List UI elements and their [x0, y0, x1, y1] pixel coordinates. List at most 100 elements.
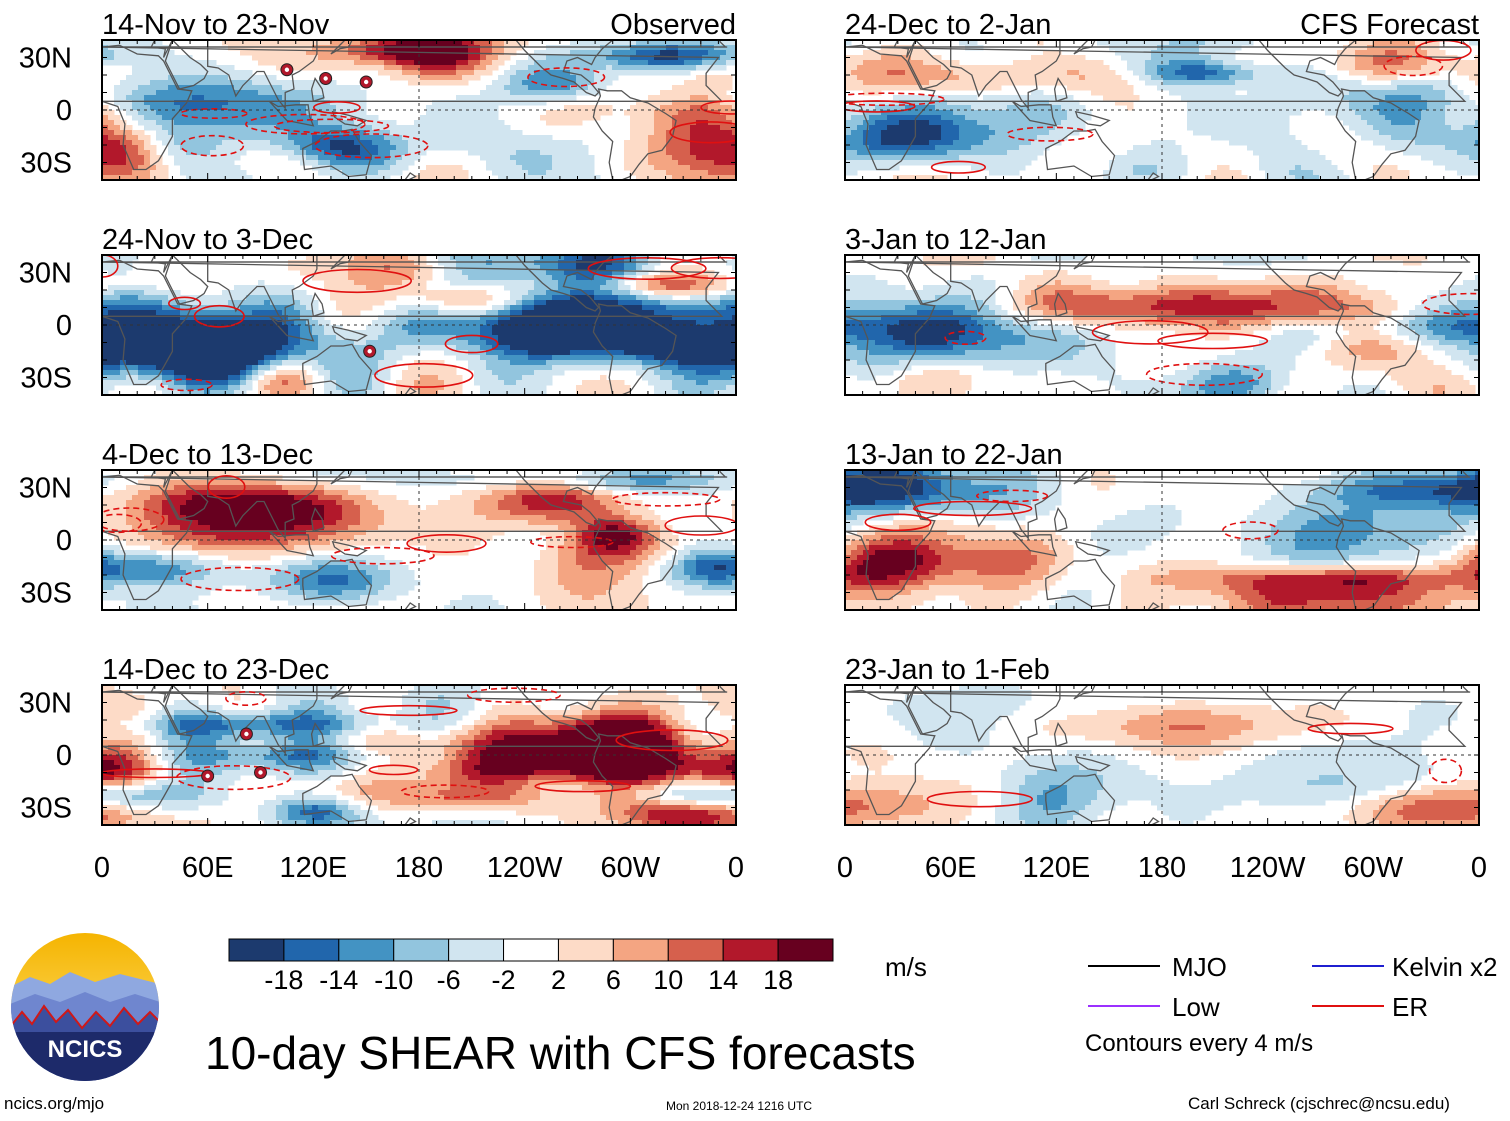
colorbar-tick-label: -18	[264, 965, 303, 995]
legend-label-mjo: MJO	[1172, 952, 1227, 982]
colorbar-swatch	[448, 938, 505, 962]
cyclone-symbol	[359, 75, 373, 89]
cyclone-symbol	[239, 727, 253, 741]
cyclone-symbol	[201, 769, 215, 783]
panel-date-range: 13-Jan to 22-Jan	[845, 439, 1063, 471]
cyclone-symbol	[363, 344, 377, 358]
cyclone-symbol	[280, 63, 294, 77]
er-contours	[845, 40, 1472, 174]
footer-timestamp: Mon 2018-12-24 1216 UTC	[666, 1099, 813, 1113]
panel-date-range: 14-Dec to 23-Dec	[102, 654, 329, 686]
y-tick-label: 0	[56, 740, 72, 772]
x-tick-label: 60W	[601, 852, 661, 884]
map-panel: 14-Nov to 23-Nov Observed 30N 0 30S	[19, 9, 737, 181]
footer-url: ncics.org/mjo	[4, 1094, 105, 1113]
colorbar-tick-label: 6	[606, 965, 621, 995]
legend-label-er: ER	[1392, 992, 1429, 1022]
er-contours	[102, 474, 736, 592]
x-tick-label: 0	[728, 852, 744, 884]
x-tick-label: 0	[1471, 852, 1487, 884]
y-tick-label: 30S	[20, 793, 72, 825]
y-tick-label: 30S	[20, 148, 72, 180]
shear-field	[845, 255, 1479, 395]
colorbar-swatch	[667, 938, 724, 962]
colorbar-swatch	[777, 938, 834, 962]
er-contours	[926, 722, 1463, 808]
colorbar-swatch	[393, 938, 450, 962]
y-tick-label: 30S	[20, 363, 72, 395]
colorbar-tick-label: 14	[708, 965, 738, 995]
colorbar-tick-label: -10	[374, 965, 413, 995]
legend-line-low	[1088, 1005, 1160, 1007]
map-panel: 24-Dec to 2-Jan CFS Forecast	[844, 9, 1480, 181]
legend-line-er	[1312, 1005, 1384, 1007]
panel-date-range: 4-Dec to 13-Dec	[102, 439, 313, 471]
colorbar-tick-label: -6	[437, 965, 461, 995]
figure-title: 10-day SHEAR with CFS forecasts	[205, 1027, 916, 1079]
panel-source-label: CFS Forecast	[1300, 9, 1479, 41]
y-tick-label: 0	[56, 310, 72, 342]
colorbar-tick-label: 18	[763, 965, 793, 995]
map-panel: 24-Nov to 3-Dec 30N 0 30S	[19, 224, 737, 396]
map-panel: 13-Jan to 22-Jan	[844, 439, 1480, 611]
x-tick-label: 60E	[182, 852, 234, 884]
y-tick-label: 0	[56, 95, 72, 127]
y-tick-label: 30N	[19, 258, 72, 290]
shear-field	[845, 40, 1479, 180]
y-tick-label: 30S	[20, 578, 72, 610]
legend-line-kelvin	[1312, 965, 1384, 967]
x-tick-label: 0	[94, 852, 110, 884]
x-tick-label: 120W	[487, 852, 563, 884]
ncics-logo: NCICS	[11, 933, 159, 1081]
x-tick-label: 180	[395, 852, 443, 884]
x-tick-label: 120E	[279, 852, 347, 884]
panel-date-range: 14-Nov to 23-Nov	[102, 9, 330, 41]
footer-author: Carl Schreck (cjschrec@ncsu.edu)	[1188, 1094, 1450, 1113]
y-tick-label: 30N	[19, 688, 72, 720]
cyclone-symbol	[254, 766, 267, 779]
y-tick-label: 30N	[19, 473, 72, 505]
er-contours	[864, 489, 1279, 540]
legend-label-kelvin: Kelvin x2	[1392, 952, 1498, 982]
shear-field	[102, 685, 736, 825]
x-tick-label: 0	[837, 852, 853, 884]
colorbar-swatch	[722, 938, 779, 962]
er-contours	[944, 292, 1479, 387]
colorbar-swatch	[338, 938, 395, 962]
colorbar-swatch	[503, 938, 559, 962]
map-panel: 23-Jan to 1-Feb 0 60E 120E 180 120W 60W 0	[837, 654, 1487, 884]
colorbar-swatch	[283, 938, 340, 962]
colorbar: -18 -14 -10 -6 -2 2 6 10 14 18	[228, 938, 834, 995]
colorbar-swatch	[557, 938, 614, 962]
shear-field	[102, 255, 736, 395]
x-tick-label: 120W	[1230, 852, 1306, 884]
x-tick-label: 120E	[1022, 852, 1090, 884]
map-panel: 4-Dec to 13-Dec 30N 0 30S	[19, 439, 737, 611]
panel-date-range: 23-Jan to 1-Feb	[845, 654, 1050, 686]
er-contours	[102, 255, 736, 392]
x-tick-label: 60W	[1344, 852, 1404, 884]
y-tick-label: 0	[56, 525, 72, 557]
coastlines	[845, 40, 1471, 180]
panel-date-range: 24-Dec to 2-Jan	[845, 9, 1051, 41]
cyclone-symbol	[319, 72, 333, 85]
panel-date-range: 24-Nov to 3-Dec	[102, 224, 313, 256]
x-tick-label: 60E	[925, 852, 977, 884]
colorbar-tick-label: -14	[319, 965, 358, 995]
x-tick-label: 180	[1138, 852, 1186, 884]
shear-field	[845, 685, 1479, 825]
colorbar-swatch	[228, 938, 285, 962]
colorbar-tick-label: -2	[492, 965, 516, 995]
er-contours	[179, 67, 736, 159]
colorbar-tick-label: 2	[551, 965, 566, 995]
y-tick-label: 30N	[19, 43, 72, 75]
colorbar-units: m/s	[885, 952, 927, 982]
contour-interval-note: Contours every 4 m/s	[1085, 1030, 1314, 1057]
colorbar-tick-label: 10	[653, 965, 683, 995]
map-panel: 14-Dec to 23-Dec 30N 0 30S 0 60E 120E 180 120W 60…	[19, 654, 744, 884]
map-panel: 3-Jan to 12-Jan	[844, 224, 1480, 396]
coastlines	[845, 470, 1471, 610]
panel-source-label: Observed	[610, 9, 736, 41]
